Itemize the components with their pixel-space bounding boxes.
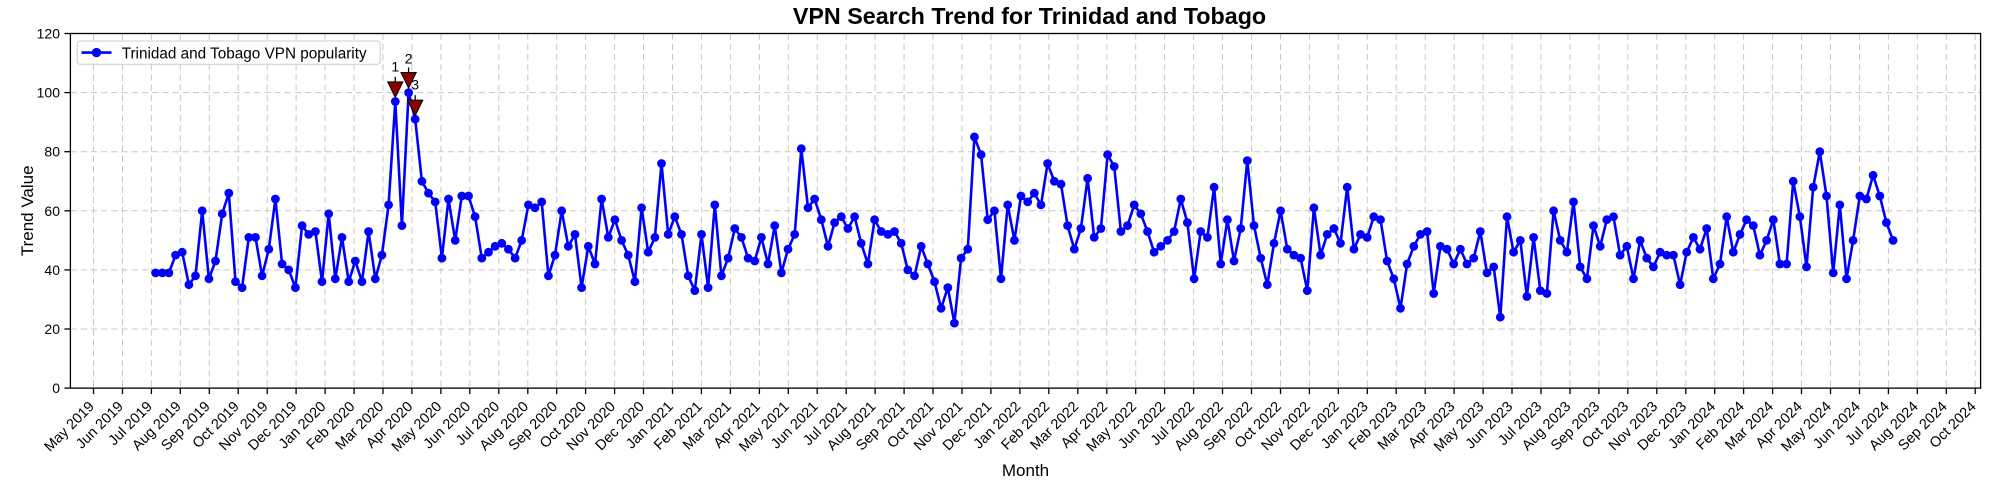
svg-text:2: 2 (405, 50, 413, 66)
svg-text:Trend Value: Trend Value (18, 165, 37, 256)
svg-text:3: 3 (411, 77, 419, 93)
svg-text:Month: Month (1002, 461, 1049, 480)
svg-text:VPN Search Trend for Trinidad: VPN Search Trend for Trinidad and Tobago (793, 3, 1266, 29)
svg-text:40: 40 (44, 262, 60, 278)
svg-text:0: 0 (52, 380, 60, 396)
svg-text:80: 80 (44, 144, 60, 160)
svg-text:60: 60 (44, 203, 60, 219)
svg-text:1: 1 (391, 58, 399, 74)
svg-text:120: 120 (37, 26, 61, 42)
svg-text:100: 100 (37, 85, 61, 101)
svg-text:Trinidad and Tobago VPN popula: Trinidad and Tobago VPN popularity (122, 45, 367, 62)
svg-text:20: 20 (44, 321, 60, 337)
